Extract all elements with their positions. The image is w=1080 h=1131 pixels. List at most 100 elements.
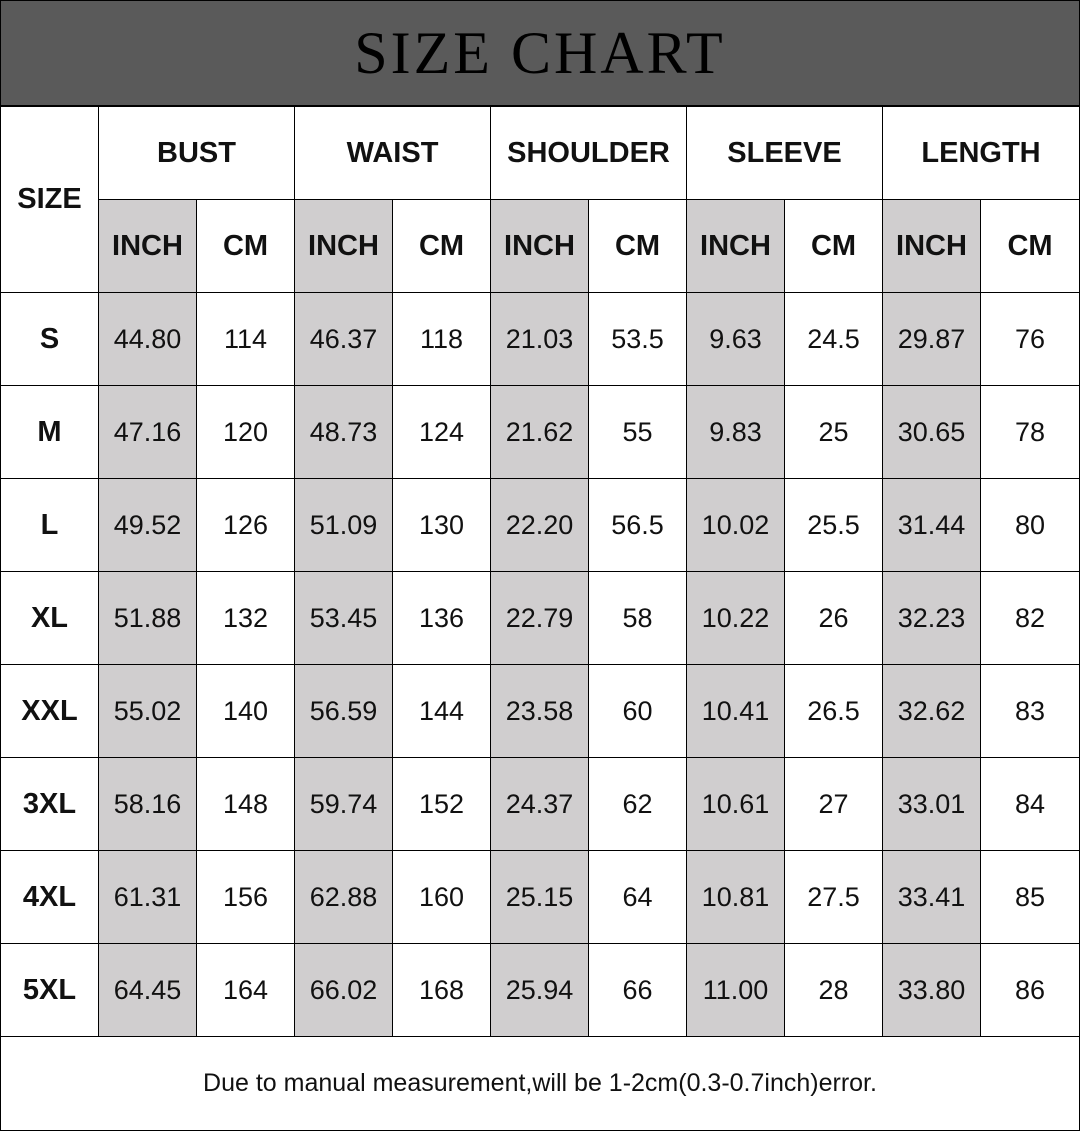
unit-header: INCH — [491, 200, 589, 293]
table-cell: 10.02 — [687, 479, 785, 572]
table-cell: 85 — [981, 851, 1079, 944]
table-cell: 44.80 — [99, 293, 197, 386]
table-cell: 25 — [785, 386, 883, 479]
table-cell: 33.80 — [883, 944, 981, 1037]
table-cell: 118 — [393, 293, 491, 386]
table-cell: 49.52 — [99, 479, 197, 572]
table-cell: 27 — [785, 758, 883, 851]
table-cell: 130 — [393, 479, 491, 572]
table-cell: 86 — [981, 944, 1079, 1037]
table-cell: 82 — [981, 572, 1079, 665]
table-cell: 10.22 — [687, 572, 785, 665]
table-cell: 25.5 — [785, 479, 883, 572]
group-header: SLEEVE — [687, 107, 883, 200]
table-cell: 80 — [981, 479, 1079, 572]
unit-header: INCH — [883, 200, 981, 293]
table-cell: 53.5 — [589, 293, 687, 386]
chart-title: SIZE CHART — [354, 19, 726, 86]
table-cell: 25.94 — [491, 944, 589, 1037]
table-cell: 156 — [197, 851, 295, 944]
table-cell: 168 — [393, 944, 491, 1037]
table-cell: 10.81 — [687, 851, 785, 944]
table-cell: 26.5 — [785, 665, 883, 758]
table-cell: 62.88 — [295, 851, 393, 944]
table-cell: 126 — [197, 479, 295, 572]
group-header: BUST — [99, 107, 295, 200]
table-cell: 29.87 — [883, 293, 981, 386]
table-cell: 33.41 — [883, 851, 981, 944]
table-cell: 25.15 — [491, 851, 589, 944]
table-cell: 84 — [981, 758, 1079, 851]
unit-header: CM — [197, 200, 295, 293]
table-cell: 30.65 — [883, 386, 981, 479]
unit-header: CM — [785, 200, 883, 293]
group-header: WAIST — [295, 107, 491, 200]
table-cell: 9.83 — [687, 386, 785, 479]
table-cell: 148 — [197, 758, 295, 851]
table-cell: 21.62 — [491, 386, 589, 479]
size-label: L — [1, 479, 99, 572]
unit-header: INCH — [687, 200, 785, 293]
table-cell: 56.5 — [589, 479, 687, 572]
table-cell: 24.5 — [785, 293, 883, 386]
table-cell: 66 — [589, 944, 687, 1037]
size-label: XL — [1, 572, 99, 665]
table-cell: 10.61 — [687, 758, 785, 851]
unit-header: INCH — [295, 200, 393, 293]
table-cell: 83 — [981, 665, 1079, 758]
size-label: M — [1, 386, 99, 479]
size-label: XXL — [1, 665, 99, 758]
group-header: LENGTH — [883, 107, 1079, 200]
table-cell: 140 — [197, 665, 295, 758]
table-cell: 47.16 — [99, 386, 197, 479]
table-cell: 64 — [589, 851, 687, 944]
table-cell: 9.63 — [687, 293, 785, 386]
table-cell: 26 — [785, 572, 883, 665]
size-label: 3XL — [1, 758, 99, 851]
table-cell: 64.45 — [99, 944, 197, 1037]
group-header: SHOULDER — [491, 107, 687, 200]
unit-header: CM — [393, 200, 491, 293]
table-cell: 76 — [981, 293, 1079, 386]
table-cell: 136 — [393, 572, 491, 665]
table-cell: 23.58 — [491, 665, 589, 758]
table-cell: 132 — [197, 572, 295, 665]
table-cell: 32.23 — [883, 572, 981, 665]
measurement-note: Due to manual measurement,will be 1-2cm(… — [203, 1069, 877, 1097]
table-cell: 51.88 — [99, 572, 197, 665]
table-cell: 28 — [785, 944, 883, 1037]
table-cell: 55 — [589, 386, 687, 479]
table-cell: 144 — [393, 665, 491, 758]
table-cell: 59.74 — [295, 758, 393, 851]
table-cell: 58.16 — [99, 758, 197, 851]
table-cell: 32.62 — [883, 665, 981, 758]
size-label: 4XL — [1, 851, 99, 944]
table-cell: 78 — [981, 386, 1079, 479]
unit-header: CM — [981, 200, 1079, 293]
size-label: S — [1, 293, 99, 386]
table-cell: 51.09 — [295, 479, 393, 572]
table-cell: 48.73 — [295, 386, 393, 479]
table-cell: 124 — [393, 386, 491, 479]
unit-header: INCH — [99, 200, 197, 293]
table-cell: 33.01 — [883, 758, 981, 851]
table-cell: 22.20 — [491, 479, 589, 572]
table-cell: 114 — [197, 293, 295, 386]
table-cell: 24.37 — [491, 758, 589, 851]
table-cell: 27.5 — [785, 851, 883, 944]
table-cell: 61.31 — [99, 851, 197, 944]
table-cell: 58 — [589, 572, 687, 665]
table-cell: 66.02 — [295, 944, 393, 1037]
size-table: SIZE BUST INCH CM WAIST INCH CM SHOULDER INCH CM S… — [1, 107, 1079, 1037]
table-cell: 22.79 — [491, 572, 589, 665]
table-cell: 60 — [589, 665, 687, 758]
table-cell: 55.02 — [99, 665, 197, 758]
table-cell: 21.03 — [491, 293, 589, 386]
table-cell: 152 — [393, 758, 491, 851]
table-cell: 10.41 — [687, 665, 785, 758]
table-cell: 53.45 — [295, 572, 393, 665]
size-header: SIZE — [1, 107, 99, 293]
table-cell: 164 — [197, 944, 295, 1037]
table-cell: 31.44 — [883, 479, 981, 572]
